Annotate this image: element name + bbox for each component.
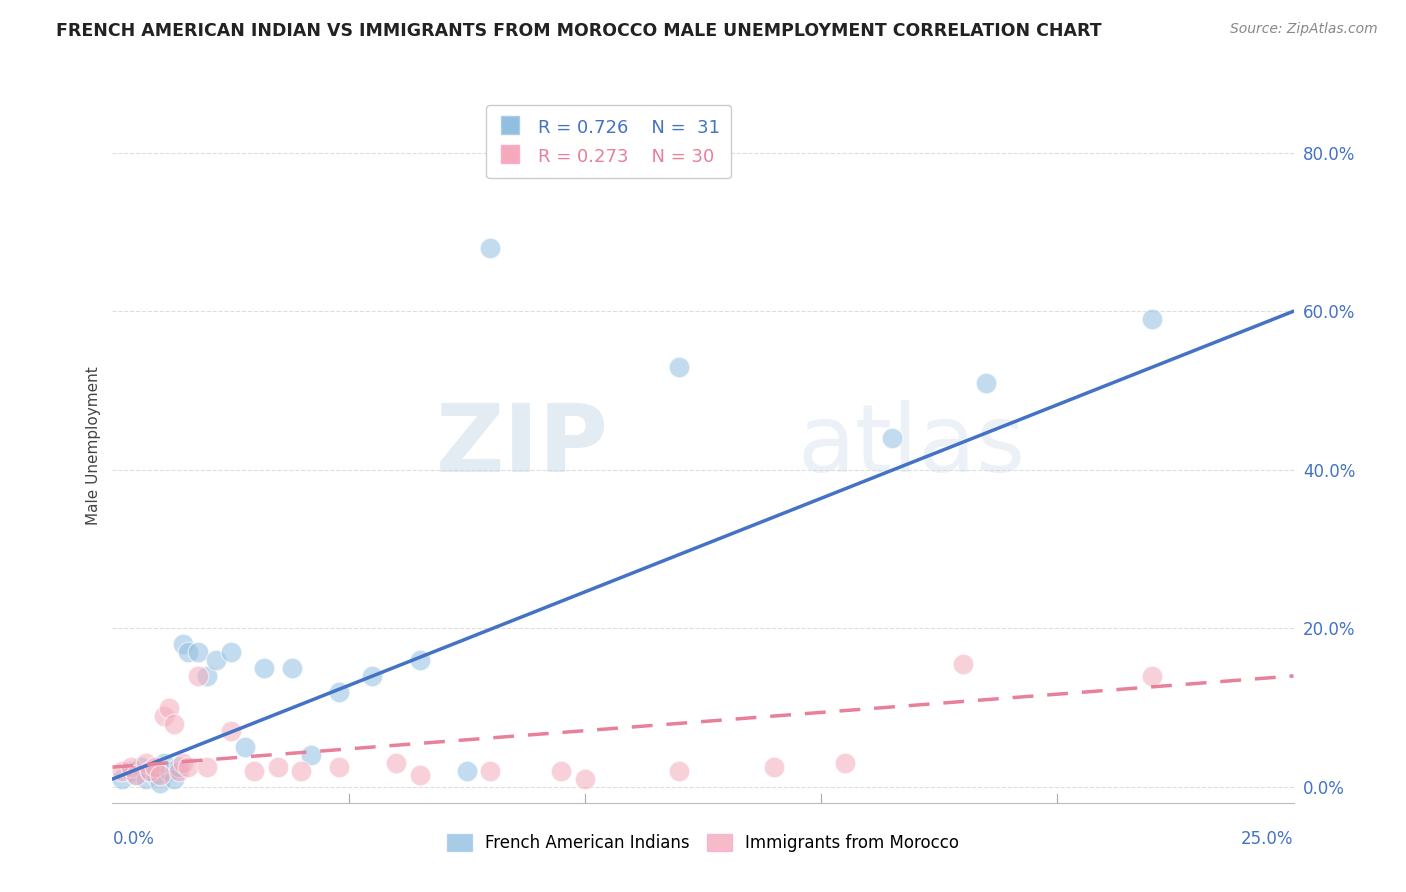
Point <box>290 764 312 778</box>
Text: ZIP: ZIP <box>436 400 609 492</box>
Point <box>834 756 856 771</box>
Point <box>328 760 350 774</box>
Point <box>408 768 430 782</box>
Point <box>172 637 194 651</box>
Point <box>139 764 162 778</box>
Y-axis label: Male Unemployment: Male Unemployment <box>86 367 101 525</box>
Point <box>143 768 166 782</box>
Point <box>574 772 596 786</box>
Point <box>163 772 186 786</box>
Point <box>135 756 157 771</box>
Point <box>163 716 186 731</box>
Point <box>157 700 180 714</box>
Point <box>153 756 176 771</box>
Point <box>668 359 690 374</box>
Point <box>299 748 322 763</box>
Point <box>408 653 430 667</box>
Point <box>125 768 148 782</box>
Point <box>456 764 478 778</box>
Point <box>1140 669 1163 683</box>
Point <box>120 760 142 774</box>
Point <box>880 431 903 445</box>
Point <box>167 764 190 778</box>
Point <box>219 724 242 739</box>
Point <box>143 760 166 774</box>
Point <box>385 756 408 771</box>
Point <box>281 661 304 675</box>
Point <box>111 764 134 778</box>
Point <box>205 653 228 667</box>
Point <box>177 760 200 774</box>
Point <box>157 764 180 778</box>
Point <box>219 645 242 659</box>
Point <box>195 669 218 683</box>
Text: 25.0%: 25.0% <box>1241 830 1294 848</box>
Text: FRENCH AMERICAN INDIAN VS IMMIGRANTS FROM MOROCCO MALE UNEMPLOYMENT CORRELATION : FRENCH AMERICAN INDIAN VS IMMIGRANTS FRO… <box>56 22 1102 40</box>
Point <box>762 760 785 774</box>
Legend: French American Indians, Immigrants from Morocco: French American Indians, Immigrants from… <box>440 827 966 859</box>
Point <box>186 645 208 659</box>
Point <box>1140 312 1163 326</box>
Point <box>135 772 157 786</box>
Point <box>479 241 502 255</box>
Point <box>267 760 290 774</box>
Point <box>550 764 572 778</box>
Point <box>243 764 266 778</box>
Point <box>149 768 172 782</box>
Point <box>139 764 162 778</box>
Point <box>120 764 142 778</box>
Text: 0.0%: 0.0% <box>112 830 155 848</box>
Point <box>233 740 256 755</box>
Point <box>253 661 276 675</box>
Point <box>172 756 194 771</box>
Point <box>952 657 974 671</box>
Point <box>976 376 998 390</box>
Text: atlas: atlas <box>797 400 1026 492</box>
Point <box>328 685 350 699</box>
Point <box>177 645 200 659</box>
Point <box>111 772 134 786</box>
Point <box>479 764 502 778</box>
Point <box>361 669 384 683</box>
Text: Source: ZipAtlas.com: Source: ZipAtlas.com <box>1230 22 1378 37</box>
Point <box>195 760 218 774</box>
Point <box>668 764 690 778</box>
Point <box>125 768 148 782</box>
Point <box>153 708 176 723</box>
Point <box>129 760 152 774</box>
Point <box>149 776 172 790</box>
Point <box>167 760 190 774</box>
Point <box>186 669 208 683</box>
